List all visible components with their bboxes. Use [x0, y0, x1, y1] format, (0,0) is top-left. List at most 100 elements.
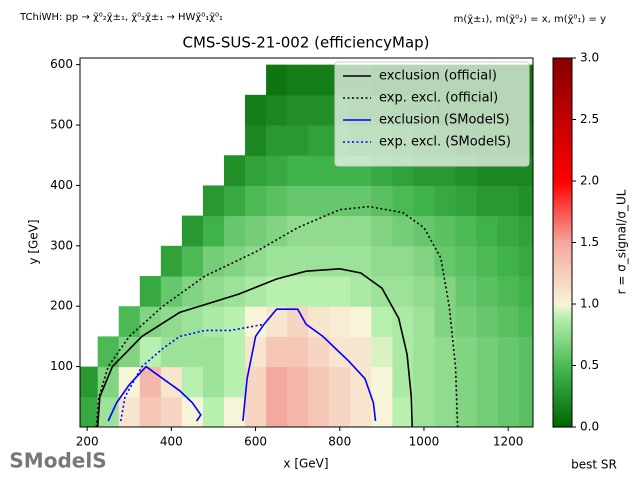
cell: [434, 245, 457, 277]
cell: [392, 306, 414, 337]
cell: [308, 336, 330, 368]
cell: [434, 366, 457, 398]
y-tick-label: 600: [50, 57, 73, 71]
colorbar-step: [553, 64, 572, 68]
colorbar-step: [553, 159, 572, 164]
plot-frame: [79, 57, 534, 428]
colorbar-step: [553, 187, 572, 191]
logo: SModelS: [9, 449, 106, 473]
cell: [371, 185, 393, 217]
colorbar-step: [553, 288, 572, 293]
cell: [223, 276, 246, 307]
cell: [371, 306, 393, 337]
cell: [434, 306, 457, 337]
x-tick-label: 1200: [493, 435, 524, 449]
colorbar-step: [553, 399, 572, 403]
colorbar-step: [553, 273, 572, 277]
colorbar-step: [553, 242, 572, 247]
colorbar-step: [553, 101, 572, 105]
colorbar-step: [553, 107, 572, 111]
colorbar-step: [553, 177, 572, 182]
cell: [287, 336, 309, 368]
contour-line: [96, 267, 413, 427]
cell: [434, 276, 457, 307]
cell: [245, 125, 267, 156]
y-tick-label: 400: [50, 178, 73, 192]
colorbar-step: [553, 337, 572, 342]
cell: [518, 366, 533, 398]
cell: [434, 215, 457, 247]
colorbar-step: [553, 347, 572, 351]
colorbar-step: [553, 211, 572, 216]
cell: [413, 245, 435, 277]
cell: [245, 366, 267, 398]
footer: best SR: [571, 458, 617, 472]
cell: [329, 366, 351, 398]
colorbar-step: [553, 131, 572, 136]
colorbar-step: [553, 217, 572, 222]
cell: [518, 336, 533, 368]
cell: [497, 366, 520, 398]
colorbar-step: [553, 137, 572, 142]
cell: [371, 215, 393, 247]
legend-label: exp. excl. (SModelS): [379, 135, 511, 150]
colorbar-step: [553, 190, 572, 194]
colorbar-step: [553, 420, 572, 425]
cell: [287, 215, 309, 247]
colorbar-step: [553, 319, 572, 324]
cell: [223, 155, 246, 186]
cell: [181, 245, 204, 277]
colorbar-step: [553, 168, 572, 173]
colorbar-tick-label: 1.0: [580, 297, 599, 311]
cell: [434, 336, 457, 368]
contours: [95, 205, 459, 427]
colorbar-step: [553, 104, 572, 108]
colorbar-step: [553, 181, 572, 185]
colorbar-step: [553, 254, 572, 259]
colorbar-step: [553, 297, 572, 302]
colorbar-step: [553, 257, 572, 262]
colorbar-step: [553, 331, 572, 336]
cell: [266, 215, 288, 247]
colorbar-step: [553, 79, 572, 84]
cell: [245, 336, 267, 368]
colorbar-step: [553, 174, 572, 179]
cell: [287, 276, 309, 307]
cell: [455, 245, 478, 277]
colorbar-step: [553, 251, 572, 256]
colorbar-step: [553, 282, 572, 287]
cell: [202, 185, 225, 217]
colorbar-step: [553, 70, 572, 74]
cell: [392, 276, 414, 307]
cell: [350, 245, 372, 277]
colorbar-step: [553, 227, 572, 231]
cell: [455, 276, 478, 307]
colorbar-step: [553, 362, 572, 367]
colorbar-step: [553, 205, 572, 210]
cell: [308, 94, 330, 126]
colorbar-step: [553, 359, 572, 364]
colorbar-step: [553, 134, 572, 139]
cell: [497, 276, 520, 307]
cell: [455, 306, 478, 337]
colorbar-step: [553, 396, 572, 400]
colorbar-step: [553, 310, 572, 314]
colorbar-step: [553, 374, 572, 379]
colorbar-step: [553, 393, 572, 397]
colorbar-step: [553, 264, 572, 268]
colorbar-step: [553, 113, 572, 118]
colorbar-step: [553, 316, 572, 320]
cell: [266, 64, 288, 96]
cell: [476, 336, 499, 368]
cell: [245, 215, 267, 247]
colorbar-step: [553, 350, 572, 354]
cell: [97, 396, 120, 427]
chart-title: CMS-SUS-21-002 (efficiencyMap): [182, 34, 429, 52]
cell: [476, 185, 499, 217]
colorbar-step: [553, 202, 572, 207]
cell: [308, 276, 330, 307]
y-axis-label: y [GeV]: [27, 219, 41, 264]
cell: [350, 306, 372, 337]
cell: [434, 396, 457, 427]
